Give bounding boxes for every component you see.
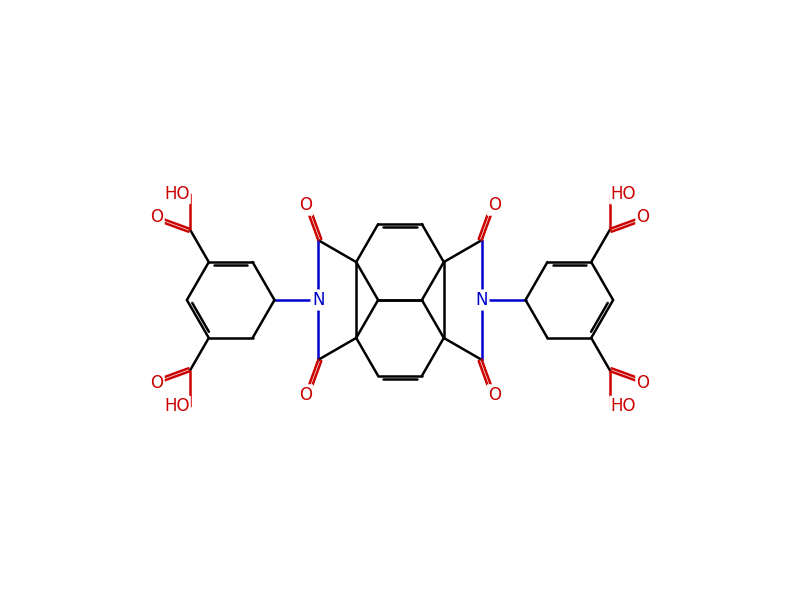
Text: O: O	[488, 196, 501, 214]
Text: O: O	[299, 196, 312, 214]
Text: O: O	[299, 386, 312, 404]
Text: O: O	[637, 374, 650, 392]
Text: O: O	[637, 208, 650, 226]
Text: O: O	[150, 374, 163, 392]
Text: HO: HO	[610, 397, 636, 415]
Text: O: O	[299, 196, 312, 214]
Text: N: N	[475, 291, 488, 309]
Text: O: O	[150, 208, 163, 226]
Text: N: N	[475, 291, 488, 309]
Text: O: O	[488, 386, 501, 404]
Text: O: O	[488, 196, 501, 214]
Text: N: N	[312, 291, 325, 309]
Text: HO: HO	[164, 397, 190, 415]
Text: N: N	[312, 291, 325, 309]
Text: HO: HO	[610, 185, 636, 203]
Text: HO: HO	[164, 185, 190, 203]
Text: O: O	[488, 386, 501, 404]
Text: O: O	[299, 386, 312, 404]
